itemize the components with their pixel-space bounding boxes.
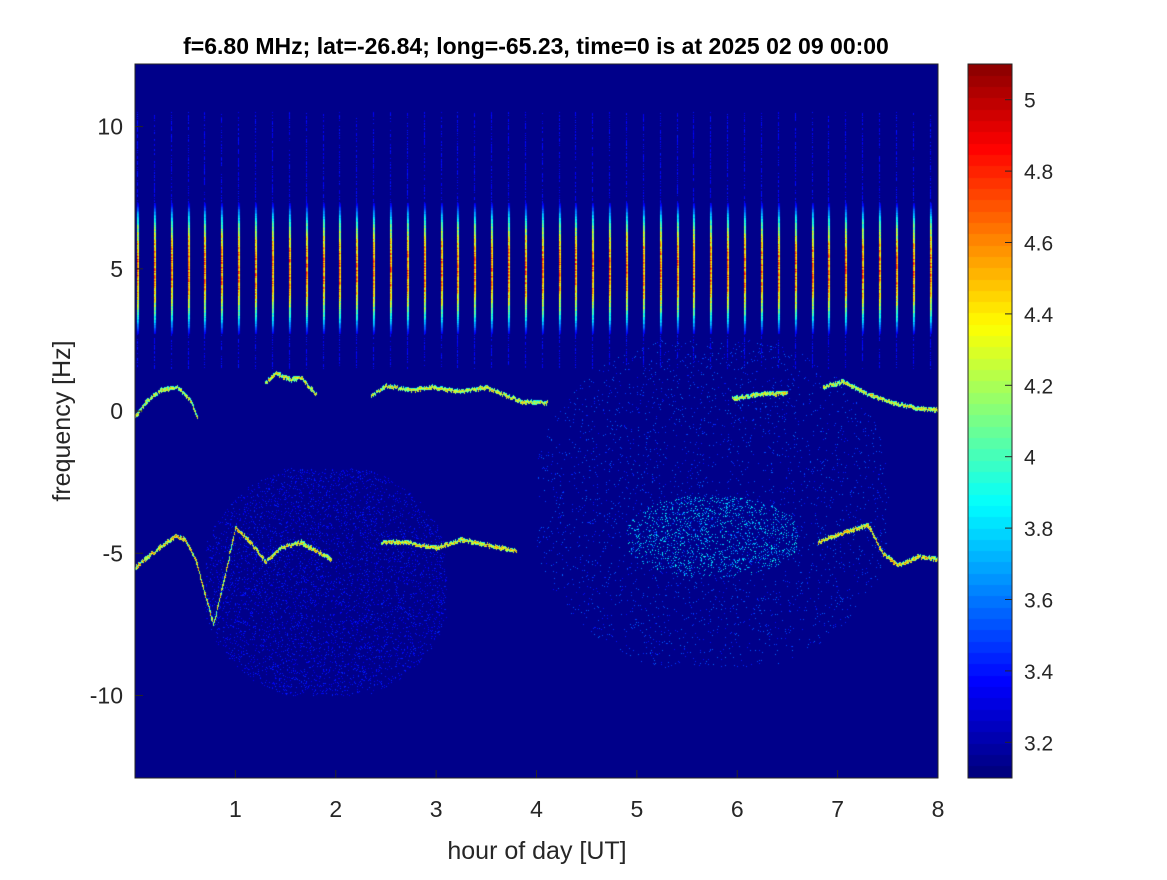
colorbar-tick-label: 4.6 (1024, 233, 1053, 256)
x-tick-label: 7 (831, 796, 844, 822)
colorbar-tick-label: 3.8 (1024, 518, 1053, 541)
x-tick-label: 8 (932, 796, 945, 822)
x-axis: 1 2 3 4 5 6 7 8 (229, 770, 944, 822)
y-axis: -10 -5 0 5 10 (90, 114, 143, 709)
x-tick-label: 6 (731, 796, 744, 822)
colorbar-tick-label: 3.2 (1024, 732, 1053, 755)
colorbar-tick-label: 5 (1024, 90, 1036, 113)
y-tick-label: -10 (90, 683, 123, 709)
colorbar-tick-label: 3.4 (1024, 661, 1054, 684)
colorbar-ticks: 3.2 3.4 3.6 3.8 4 4.2 4.4 4.6 4.8 5 (1005, 90, 1054, 755)
y-axis-label: frequency [Hz] (48, 340, 76, 501)
colorbar-tick-label: 4.2 (1024, 375, 1053, 398)
y-tick-label: 0 (110, 398, 123, 424)
y-tick-label: 5 (110, 256, 123, 282)
x-tick-label: 3 (430, 796, 443, 822)
y-tick-label: -5 (103, 540, 123, 566)
colorbar-tick-label: 4 (1024, 447, 1036, 470)
y-tick-label: 10 (97, 114, 123, 140)
colorbar-tick-label: 4.4 (1024, 304, 1054, 327)
colorbar: 3.2 3.4 3.6 3.8 4 4.2 4.4 4.6 4.8 5 (967, 63, 1054, 779)
colorbar-tick-label: 3.6 (1024, 590, 1053, 613)
spectrogram-image (135, 64, 938, 778)
chart-title: f=6.80 MHz; lat=-26.84; long=-65.23, tim… (183, 33, 889, 59)
colorbar-tick-label: 4.8 (1024, 161, 1053, 184)
x-axis-label: hour of day [UT] (447, 837, 626, 865)
x-tick-label: 2 (329, 796, 342, 822)
x-tick-label: 4 (530, 796, 543, 822)
x-tick-label: 1 (229, 796, 242, 822)
x-tick-label: 5 (630, 796, 643, 822)
colorbar-gradient (968, 64, 1012, 778)
colorbar-frame (967, 63, 1013, 779)
plot-area (134, 63, 939, 779)
